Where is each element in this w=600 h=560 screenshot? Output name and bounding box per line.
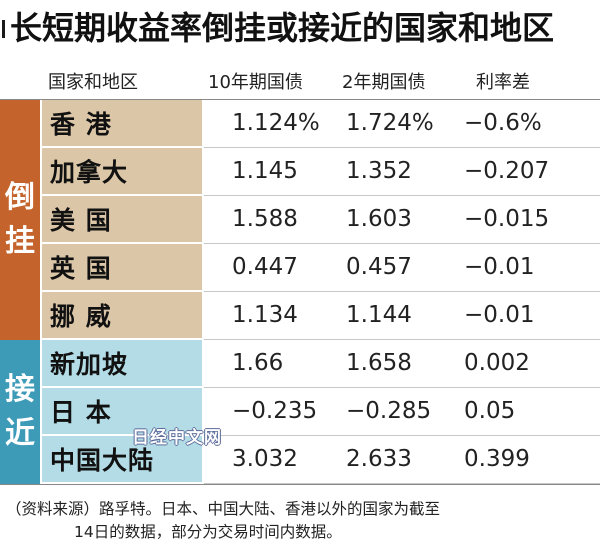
two-year-value: 1.603 [346,206,412,232]
row-divider [204,339,600,340]
spread-value: −0.01 [464,302,535,328]
watermark-logo: 日经中文网 [132,428,222,448]
two-year-value: 2.633 [346,446,412,472]
group-label-near: 接 近 [0,340,40,484]
title-bar: 长短期收益率倒挂或接近的国家和地区 [0,0,600,58]
spread-value: 0.399 [464,446,530,472]
group-label-inverted: 倒 挂 [0,100,40,340]
two-year-value: 1.352 [346,158,412,184]
group-label-near-char: 接 [5,372,35,407]
header-divider [0,99,600,100]
group-label-inverted-char: 倒 [5,180,35,215]
ten-year-value: 1.145 [232,158,298,184]
country-cell: 英 国 [42,244,202,290]
row-divider [204,195,600,196]
ten-year-value: 1.124% [232,110,320,136]
spread-value: −0.01 [464,254,535,280]
table-row: 加拿大 1.145 1.352 −0.207 [40,148,600,196]
row-divider [204,387,600,388]
table-row: 新加坡 1.66 1.658 0.002 [40,340,600,388]
ten-year-value: 1.134 [232,302,298,328]
table-row: 日 本 −0.235 −0.285 0.05 [40,388,600,436]
spread-value: 0.05 [464,398,516,424]
footnote-line-2: 14日的数据，部分为交易时间内数据。 [74,523,342,541]
two-year-value: 1.144 [346,302,412,328]
country-cell: 挪 威 [42,292,202,338]
ten-year-value: 1.588 [232,206,298,232]
row-divider [204,243,600,244]
group-label-near-char: 近 [5,416,35,451]
country-cell: 日 本 [42,388,202,434]
source-footnote: （资料来源）路孚特。日本、中国大陆、香港以外的国家为截至 14日的数据，部分为交… [6,498,596,544]
table-row: 中国大陆 3.032 2.633 0.399 [40,436,600,484]
title-marker [2,20,5,38]
header-ten-year: 10年期国债 [208,72,303,93]
table-header: 国家和地区 10年期国债 2年期国债 利率差 [0,58,600,100]
two-year-value: 1.658 [346,350,412,376]
table-row: 英 国 0.447 0.457 −0.01 [40,244,600,292]
two-year-value: 1.724% [346,110,434,136]
country-cell: 香 港 [42,100,202,146]
table-row: 美 国 1.588 1.603 −0.015 [40,196,600,244]
ten-year-value: −0.235 [232,398,318,424]
country-cell: 中国大陆 [42,436,202,482]
country-cell: 美 国 [42,196,202,242]
spread-value: −0.015 [464,206,550,232]
header-spread: 利率差 [476,72,530,93]
two-year-value: −0.285 [346,398,432,424]
table-row: 香 港 1.124% 1.724% −0.6% [40,100,600,148]
ten-year-value: 0.447 [232,254,298,280]
row-divider [204,435,600,436]
group-label-inverted-char: 挂 [5,224,35,259]
country-cell: 加拿大 [42,148,202,194]
ten-year-value: 1.66 [232,350,284,376]
spread-value: −0.207 [464,158,550,184]
page-title: 长短期收益率倒挂或接近的国家和地区 [10,9,555,47]
footnote-line-1: （资料来源）路孚特。日本、中国大陆、香港以外的国家为截至 [6,500,441,518]
row-divider [204,291,600,292]
two-year-value: 0.457 [346,254,412,280]
country-cell: 新加坡 [42,340,202,386]
table-row: 挪 威 1.134 1.144 −0.01 [40,292,600,340]
table-bottom-divider [0,484,600,485]
header-two-year: 2年期国债 [342,72,426,93]
row-divider [204,147,600,148]
spread-value: 0.002 [464,350,530,376]
ten-year-value: 3.032 [232,446,298,472]
header-country: 国家和地区 [48,72,138,93]
row-divider [204,483,600,484]
spread-value: −0.6% [464,110,542,136]
